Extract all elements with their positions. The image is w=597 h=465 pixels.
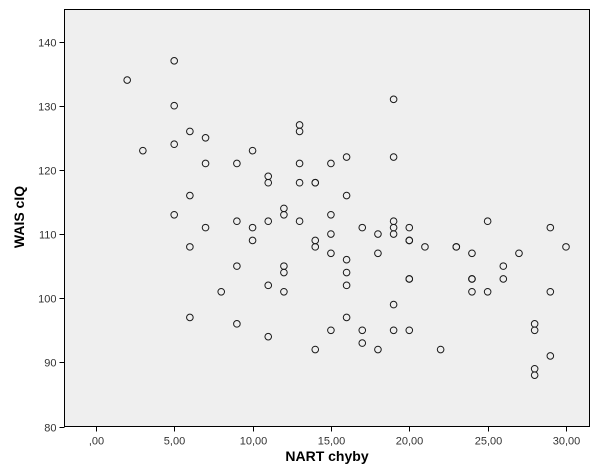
data-point	[389, 326, 398, 335]
data-point	[295, 178, 304, 187]
x-tick-label: 30,00	[553, 436, 581, 448]
y-tick-label: 110	[39, 230, 57, 242]
data-point	[499, 262, 508, 270]
data-point	[405, 223, 414, 232]
data-point	[170, 210, 179, 219]
data-point	[342, 281, 351, 290]
data-point	[468, 275, 476, 283]
y-axis-title: WAIS cIQ	[11, 186, 27, 248]
data-point	[546, 287, 555, 296]
data-point	[499, 275, 508, 283]
data-point	[342, 268, 351, 277]
data-point	[264, 281, 273, 290]
data-point	[327, 326, 335, 335]
data-point	[436, 345, 445, 354]
data-point	[186, 243, 194, 251]
data-point	[483, 217, 492, 226]
y-tick-label: 100	[38, 294, 56, 306]
data-point	[233, 217, 241, 226]
data-point	[311, 345, 320, 354]
data-point	[233, 262, 241, 270]
data-point	[342, 153, 351, 161]
y-tick-label: 120	[38, 166, 56, 178]
data-point	[562, 243, 570, 251]
plot-area	[64, 9, 590, 427]
data-point	[374, 230, 382, 238]
data-point	[264, 178, 273, 187]
data-point	[358, 339, 367, 347]
data-point	[515, 249, 523, 258]
data-point	[327, 249, 335, 258]
data-point	[342, 313, 351, 322]
data-point	[530, 326, 539, 335]
data-point	[186, 191, 194, 200]
data-point	[374, 345, 382, 354]
data-point	[546, 352, 555, 360]
x-tick-label: 15,00	[318, 436, 346, 448]
x-axis: ,00 5,00 10,00 15,00 20,00 25,00 30,00	[89, 426, 581, 448]
data-point	[530, 371, 539, 379]
data-point	[295, 159, 304, 168]
data-point	[248, 236, 257, 245]
data-point	[123, 76, 131, 84]
data-point	[421, 243, 429, 251]
data-point	[170, 57, 179, 65]
data-point	[280, 210, 288, 219]
data-point	[264, 217, 273, 226]
data-point	[358, 223, 367, 232]
data-point	[170, 140, 179, 149]
data-point	[311, 178, 320, 187]
data-point	[405, 275, 414, 283]
data-point	[248, 223, 257, 232]
x-axis-title: NART chyby	[285, 448, 368, 464]
data-point	[546, 223, 555, 232]
data-point	[280, 287, 288, 296]
data-point	[201, 223, 210, 232]
data-point	[233, 320, 241, 328]
data-point	[186, 313, 194, 322]
data-point	[186, 127, 194, 136]
data-point	[264, 332, 273, 341]
y-tick-label: 140	[38, 38, 56, 50]
data-point	[248, 146, 257, 155]
data-point	[452, 243, 461, 251]
data-point	[389, 95, 398, 104]
data-point	[311, 243, 320, 251]
x-tick-label: ,00	[89, 436, 104, 448]
y-axis: 80 90 100 110 120 130 140	[38, 38, 65, 435]
data-point	[389, 153, 398, 161]
data-point	[201, 134, 210, 142]
data-point	[374, 249, 382, 258]
data-point	[405, 326, 414, 335]
data-point	[358, 326, 367, 335]
data-point	[468, 249, 476, 258]
x-tick-label: 25,00	[475, 436, 503, 448]
data-point	[405, 236, 414, 245]
data-point	[233, 159, 241, 168]
data-point	[342, 191, 351, 200]
y-tick-label: 90	[44, 358, 56, 370]
data-point	[327, 159, 335, 168]
data-point	[389, 230, 398, 238]
data-point	[327, 210, 335, 219]
y-tick-label: 80	[44, 423, 56, 435]
x-tick-label: 5,00	[164, 436, 185, 448]
data-point	[342, 255, 351, 264]
data-point	[217, 287, 226, 296]
data-point	[327, 230, 335, 238]
data-point	[280, 268, 288, 277]
x-tick-label: 20,00	[396, 436, 424, 448]
data-point	[201, 159, 210, 168]
data-point	[139, 146, 147, 155]
data-point	[295, 127, 304, 136]
data-point	[170, 101, 179, 110]
data-points	[123, 57, 570, 379]
x-tick-label: 10,00	[240, 436, 268, 448]
data-point	[483, 287, 492, 296]
y-tick-label: 130	[38, 102, 56, 114]
data-point	[295, 217, 304, 226]
data-point	[468, 287, 476, 296]
data-point	[389, 300, 398, 309]
